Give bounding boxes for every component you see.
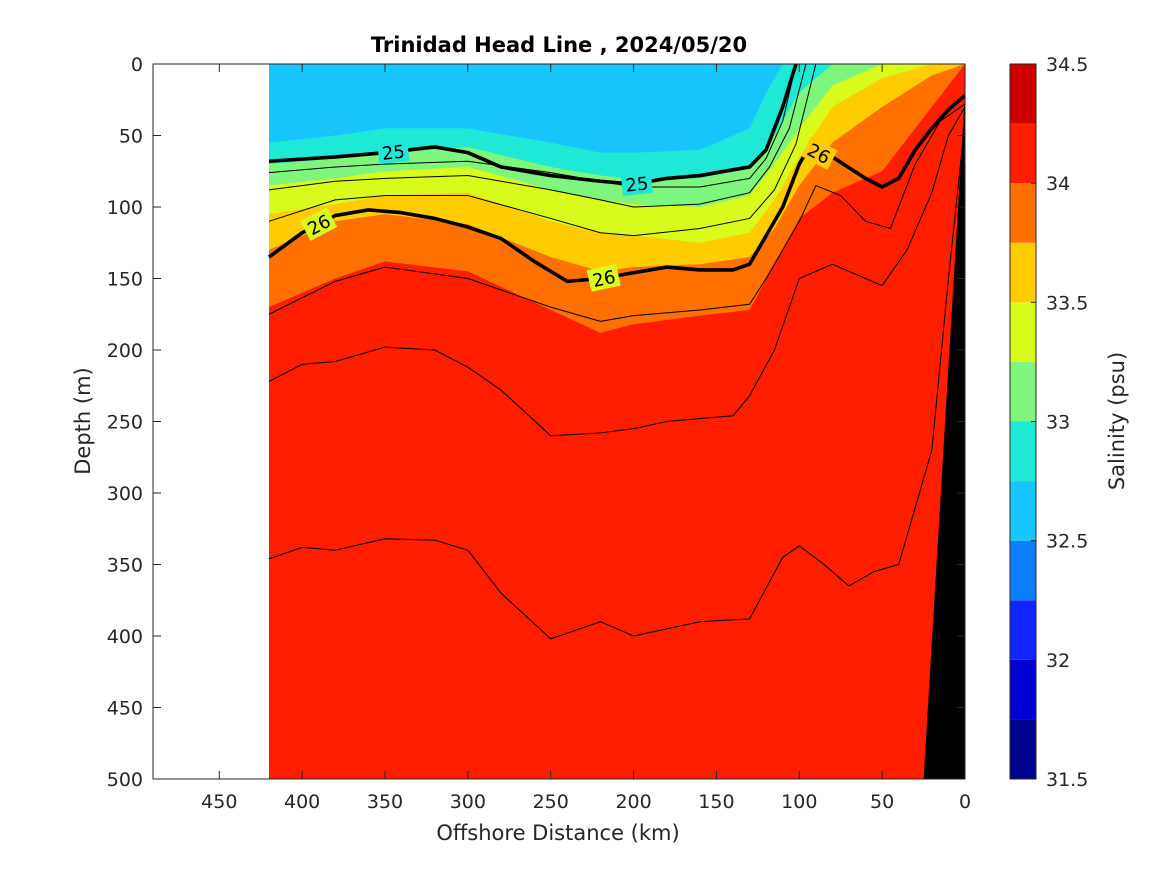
y-tick-label-0: 0 bbox=[131, 54, 143, 76]
density-contour-26.3 bbox=[268, 103, 965, 322]
density-contour-26.5 bbox=[268, 106, 965, 437]
colorbar-tick-label-32: 32 bbox=[1046, 650, 1070, 672]
y-tick-label-50: 50 bbox=[119, 126, 143, 148]
salinity-band-32.5 bbox=[269, 64, 965, 153]
x-tick-label-400: 400 bbox=[284, 791, 320, 813]
y-tick-label-250: 250 bbox=[107, 412, 143, 434]
y-tick-label-300: 300 bbox=[107, 483, 143, 505]
x-tick-label-300: 300 bbox=[450, 791, 486, 813]
y-tick-label-400: 400 bbox=[107, 626, 143, 648]
colorbar-swatch-33.75 bbox=[1010, 183, 1036, 243]
salinity-fill-layer bbox=[269, 64, 965, 779]
colorbar-swatch-32.75 bbox=[1010, 421, 1036, 482]
colorbar: 31.5 32 32.5 33 33.5 34 34.5 bbox=[1009, 54, 1088, 791]
colorbar-tick-label-34: 34 bbox=[1046, 173, 1070, 195]
colorbar-label: Salinity (psu) bbox=[1105, 352, 1129, 490]
bathymetry-mask-layer bbox=[923, 64, 965, 779]
density-contour-25 bbox=[268, 64, 798, 186]
density-contour-25.5 bbox=[268, 64, 807, 208]
density-contour-26.8 bbox=[268, 121, 965, 640]
density-contour-25.8 bbox=[268, 64, 817, 237]
contour-label-backing bbox=[620, 171, 653, 197]
colorbar-swatch-34 bbox=[1010, 123, 1036, 184]
colorbar-tick-label-32.5: 32.5 bbox=[1046, 531, 1088, 553]
x-tick-label-150: 150 bbox=[698, 791, 734, 813]
colorbar-swatch-33.25 bbox=[1010, 302, 1036, 362]
density-contour-25.2 bbox=[268, 64, 797, 188]
contour-label-26-3: 26 bbox=[591, 267, 618, 292]
salinity-band-34.25 bbox=[269, 535, 932, 779]
colorbar-swatch-32 bbox=[1010, 600, 1036, 660]
colorbar-tick-label-33: 33 bbox=[1046, 412, 1070, 434]
x-tick-label-250: 250 bbox=[533, 791, 569, 813]
colorbar-swatch-34.25 bbox=[1010, 64, 1036, 124]
x-tick-label-0: 0 bbox=[959, 791, 971, 813]
x-tick-label-450: 450 bbox=[201, 791, 237, 813]
colorbar-swatch-31.75 bbox=[1010, 659, 1036, 720]
x-axis-ticks: 450 400 350 300 250 200 150 100 50 0 bbox=[201, 64, 971, 813]
x-tick-label-100: 100 bbox=[781, 791, 817, 813]
contour-label-25-0: 25 bbox=[381, 142, 406, 165]
contour-label-backing bbox=[377, 139, 410, 165]
chart-title: Trinidad Head Line , 2024/05/20 bbox=[371, 33, 747, 57]
y-tick-label-350: 350 bbox=[107, 555, 143, 577]
colorbar-tick-label-33.5: 33.5 bbox=[1046, 292, 1088, 314]
y-axis-ticks: 0 50 100 150 200 250 300 350 400 450 500 bbox=[107, 54, 965, 791]
y-tick-label-100: 100 bbox=[107, 197, 143, 219]
density-contour-layer bbox=[267, 64, 965, 640]
y-tick-label-450: 450 bbox=[107, 698, 143, 720]
y-tick-label-200: 200 bbox=[107, 340, 143, 362]
land-mask bbox=[923, 64, 965, 779]
contour-label-backing bbox=[586, 264, 621, 292]
colorbar-swatch-31.5 bbox=[1010, 719, 1036, 779]
colorbar-swatch-32.5 bbox=[1010, 481, 1036, 541]
y-tick-label-150: 150 bbox=[107, 269, 143, 291]
x-axis-label: Offshore Distance (km) bbox=[436, 821, 679, 845]
contour-label-backing bbox=[800, 136, 838, 170]
colorbar-swatch-32.25 bbox=[1010, 540, 1036, 601]
x-tick-label-200: 200 bbox=[615, 791, 651, 813]
colorbar-tick-label-31.5: 31.5 bbox=[1046, 769, 1088, 791]
x-tick-label-350: 350 bbox=[367, 791, 403, 813]
density-contour-26 bbox=[267, 94, 965, 284]
colorbar-tick-label-34.5: 34.5 bbox=[1046, 54, 1088, 76]
colorbar-swatch-33 bbox=[1010, 361, 1036, 422]
y-tick-label-500: 500 bbox=[107, 769, 143, 791]
y-axis-label: Depth (m) bbox=[71, 367, 95, 474]
colorbar-swatch-33.5 bbox=[1010, 242, 1036, 303]
x-tick-label-50: 50 bbox=[870, 791, 894, 813]
contour-label-25-1: 25 bbox=[625, 173, 650, 196]
contour-label-backing bbox=[300, 207, 338, 241]
